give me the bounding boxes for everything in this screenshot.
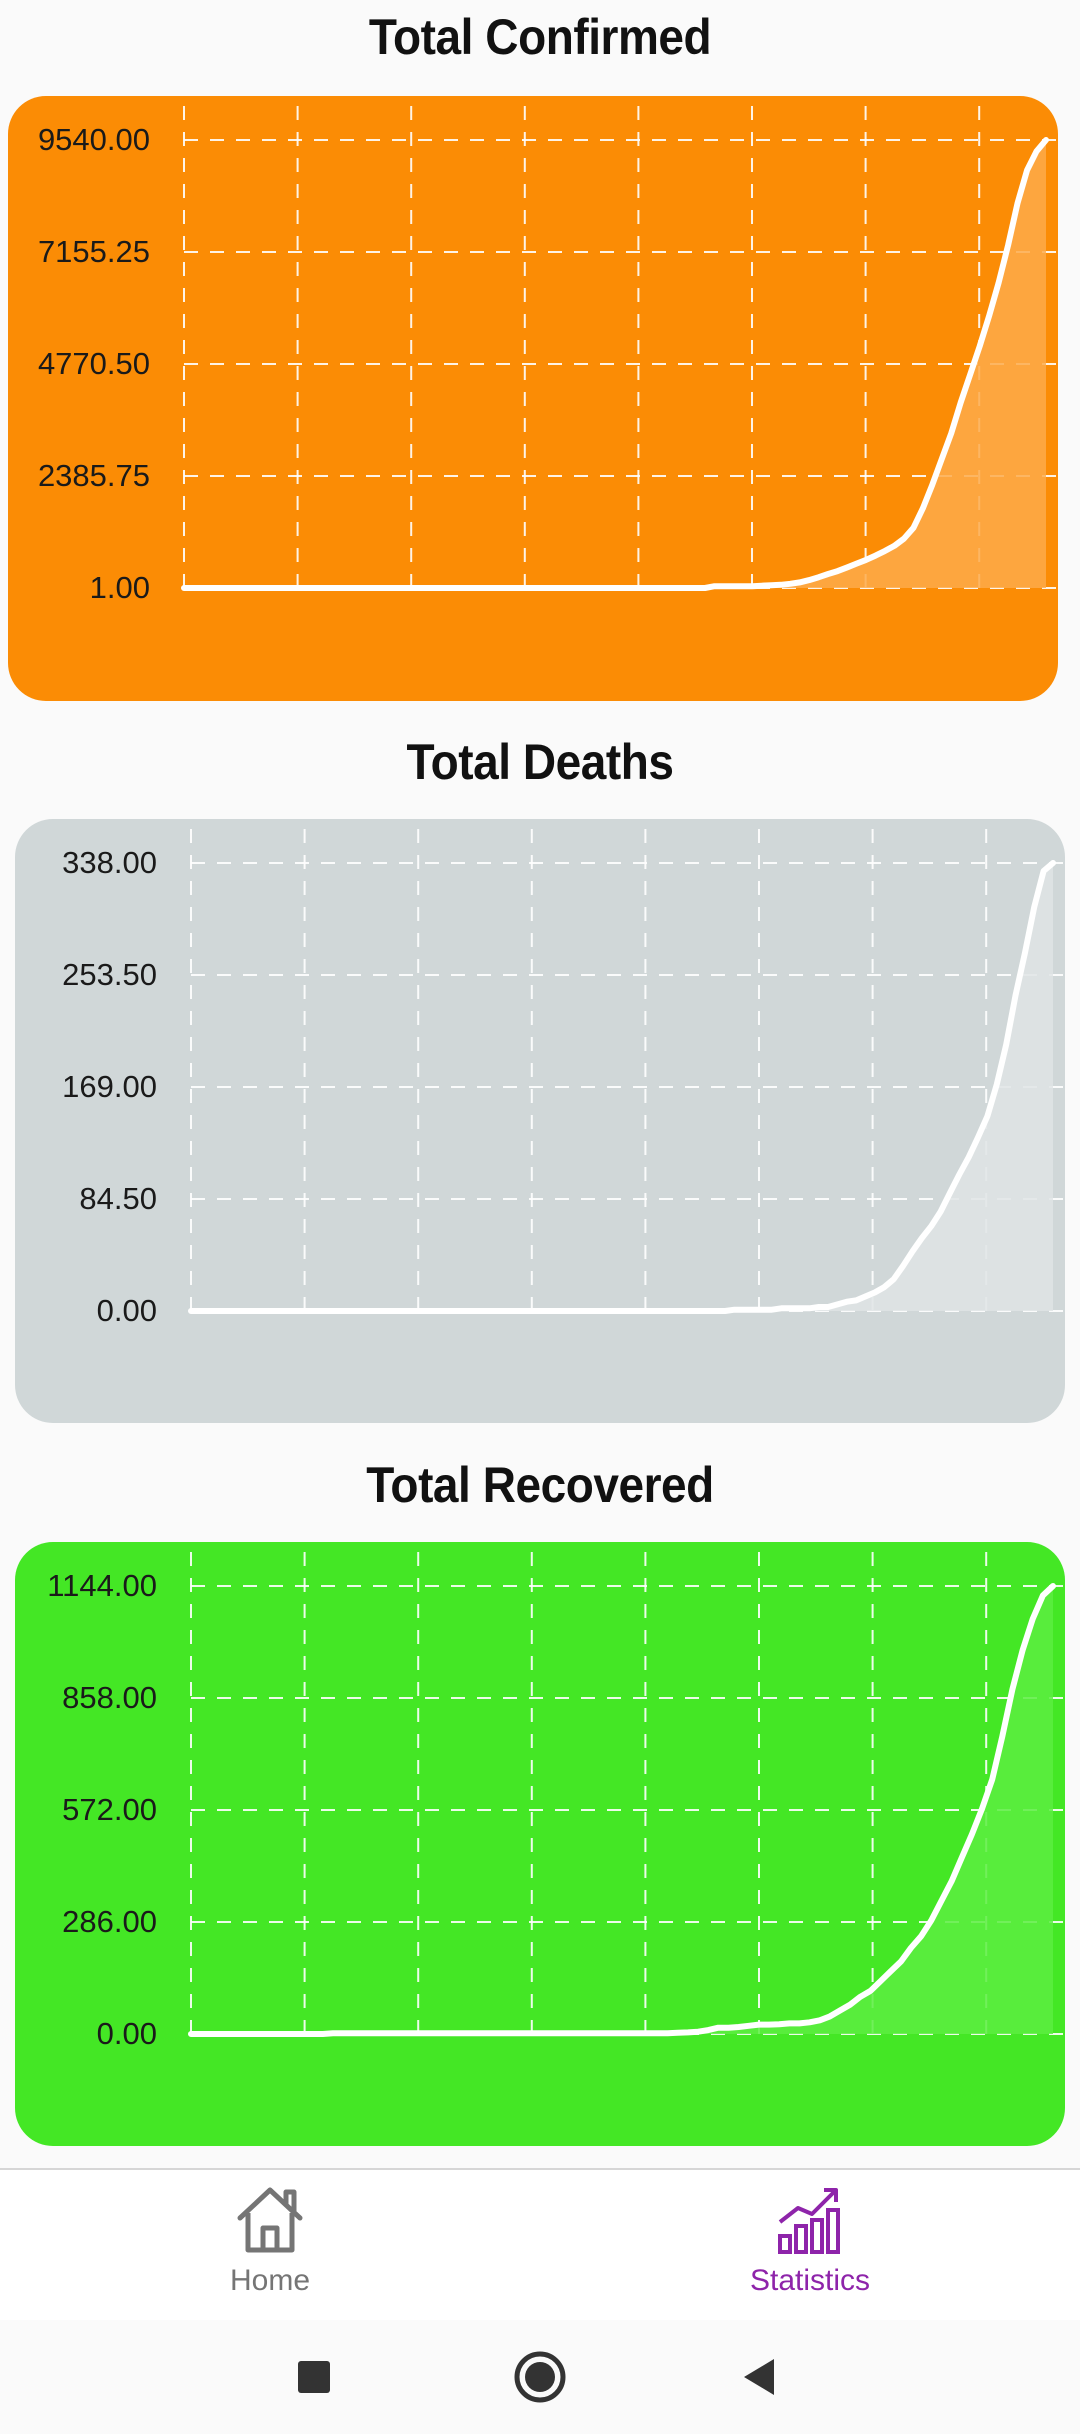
home-circle-icon[interactable]	[508, 2342, 572, 2412]
confirmed-chart-card[interactable]: 9540.00 7155.25 4770.50 2385.75 1.00	[8, 96, 1058, 701]
y-tick-label: 4770.50	[38, 346, 150, 381]
y-tick-label: 2385.75	[38, 458, 150, 493]
series-area	[191, 1586, 1053, 2034]
statistics-icon	[778, 2188, 840, 2254]
y-tick-label: 572.00	[62, 1792, 157, 1827]
y-tick-label: 1144.00	[47, 1568, 157, 1603]
home-icon	[237, 2187, 303, 2253]
bottom-navigation: Home Statistics	[0, 2168, 1080, 2322]
chart-background	[8, 96, 1058, 701]
y-tick-label: 1.00	[90, 570, 150, 605]
series-line	[188, 1583, 1056, 2037]
y-tick-label: 169.00	[62, 1069, 157, 1104]
system-navigation-bar	[0, 2320, 1080, 2434]
recents-square-icon[interactable]	[286, 2342, 342, 2412]
recovered-chart: 1144.00 858.00 572.00 286.00 0.00	[15, 1542, 1065, 2146]
y-tick-label: 286.00	[62, 1904, 157, 1939]
y-tick-label: 253.50	[62, 957, 157, 992]
chart-background	[15, 1542, 1065, 2146]
nav-item-home[interactable]: Home	[120, 2170, 420, 2322]
series-line	[181, 137, 1049, 591]
recovered-chart-title: Total Recovered	[366, 1457, 714, 1513]
confirmed-chart: 9540.00 7155.25 4770.50 2385.75 1.00	[8, 96, 1058, 701]
y-tick-label: 9540.00	[38, 122, 150, 157]
series-line	[188, 860, 1056, 1314]
chart-background	[15, 819, 1065, 1423]
nav-item-statistics[interactable]: Statistics	[660, 2170, 960, 2322]
recovered-chart-card[interactable]: 1144.00 858.00 572.00 286.00 0.00	[15, 1542, 1065, 2146]
series-area	[184, 140, 1046, 588]
deaths-chart: 338.00 253.50 169.00 84.50 0.00	[15, 819, 1065, 1423]
y-tick-label: 858.00	[62, 1680, 157, 1715]
y-tick-label: 0.00	[97, 2016, 157, 2051]
deaths-chart-title: Total Deaths	[406, 734, 674, 790]
nav-label-statistics: Statistics	[749, 2264, 871, 2297]
series-area	[191, 863, 1053, 1311]
nav-label-home: Home	[229, 2264, 311, 2297]
y-tick-label: 7155.25	[38, 234, 150, 269]
confirmed-chart-title: Total Confirmed	[368, 9, 712, 65]
deaths-chart-card[interactable]: 338.00 253.50 169.00 84.50 0.00	[15, 819, 1065, 1423]
y-tick-label: 84.50	[79, 1181, 157, 1216]
back-triangle-icon[interactable]	[734, 2342, 790, 2412]
y-tick-label: 338.00	[62, 845, 157, 880]
y-tick-label: 0.00	[97, 1293, 157, 1328]
